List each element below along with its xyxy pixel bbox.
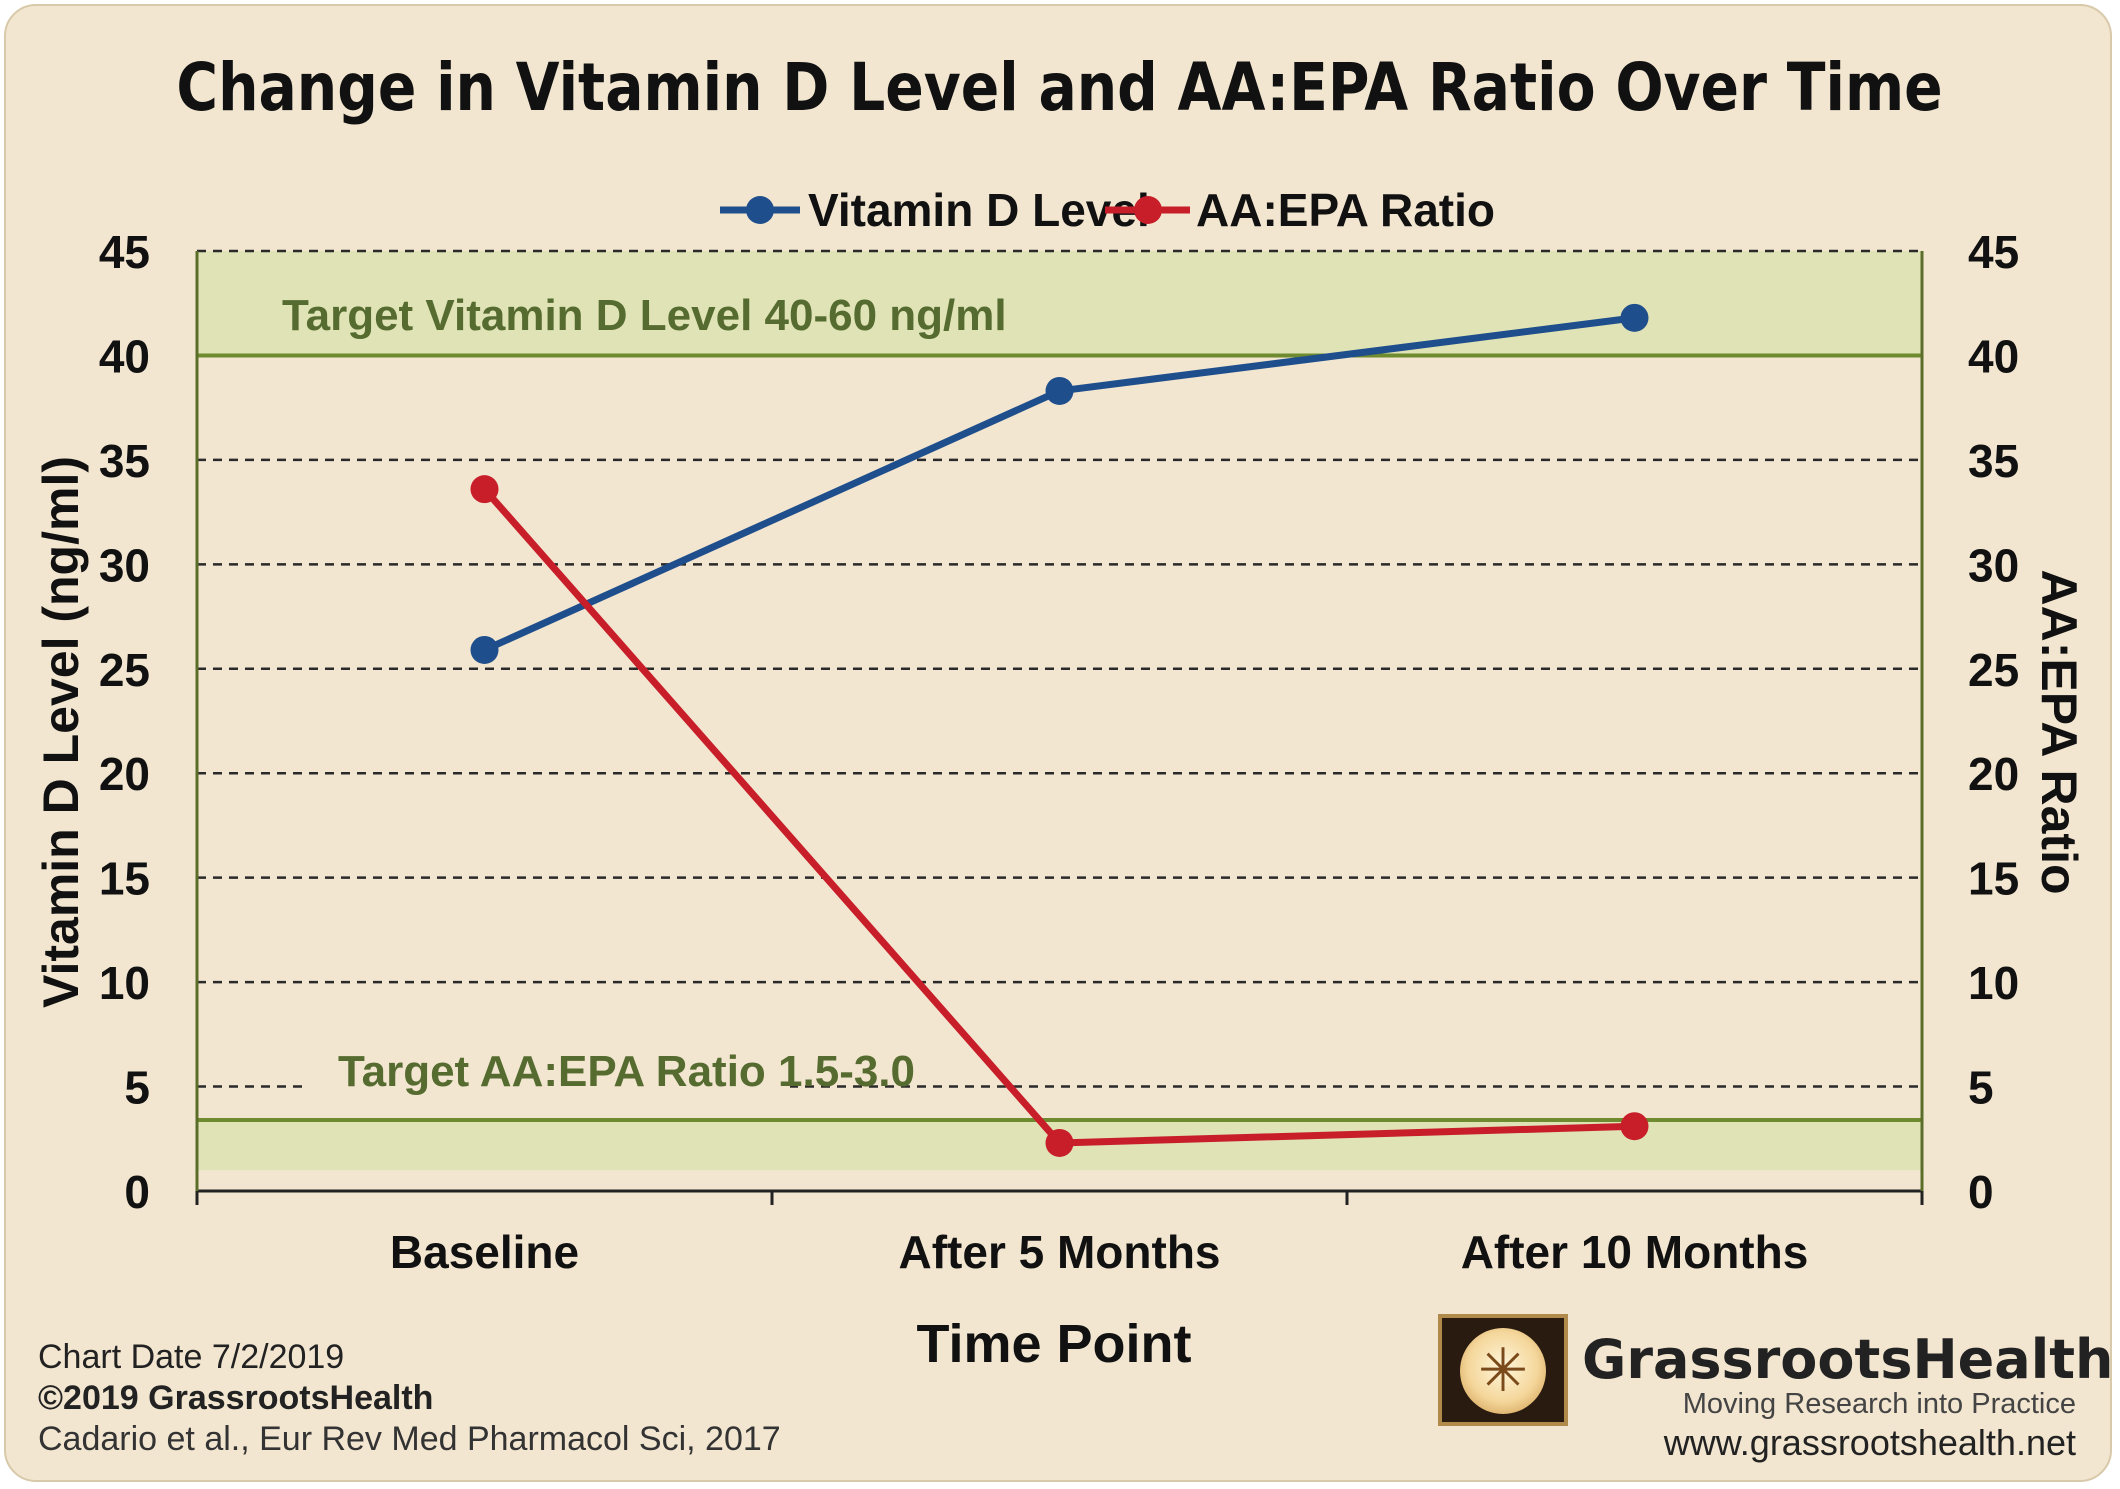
logo: ✳: [1438, 1314, 1568, 1426]
y-tick-label-right: 25: [1968, 644, 2019, 696]
citation: Cadario et al., Eur Rev Med Pharmacol Sc…: [38, 1420, 781, 1458]
data-point-1: [1620, 1112, 1649, 1141]
legend-marker-aa-epa: [1134, 196, 1162, 224]
y-tick-label-right: 35: [1968, 435, 2019, 487]
y-tick-label-right: 20: [1968, 748, 2019, 800]
chart-date: Chart Date 7/2/2019: [38, 1338, 345, 1376]
y-tick-label-left: 35: [99, 435, 150, 487]
data-point-1: [1045, 1128, 1074, 1157]
target-label-vitamin-d: Target Vitamin D Level 40-60 ng/ml: [282, 291, 1007, 340]
y-tick-label-left: 40: [99, 330, 150, 382]
legend-label-aa-epa: AA:EPA Ratio: [1196, 184, 1495, 236]
y-axis-right-label: AA:EPA Ratio: [2031, 570, 2087, 895]
chart-card: [4, 4, 2112, 1482]
chart-title: Change in Vitamin D Level and AA:EPA Rat…: [176, 49, 1942, 126]
y-tick-label-left: 20: [99, 748, 150, 800]
x-tick-label: After 10 Months: [1461, 1226, 1809, 1278]
y-tick-label-left: 10: [99, 957, 150, 1009]
target-label-aa-epa: Target AA:EPA Ratio 1.5-3.0: [338, 1047, 915, 1096]
series-line-0: [483, 314, 1635, 654]
y-tick-label-left: 0: [124, 1166, 150, 1218]
data-point-0: [1045, 376, 1074, 405]
data-point-1: [470, 475, 499, 504]
y-tick-label-right: 10: [1968, 957, 2019, 1009]
y-tick-label-right: 45: [1968, 226, 2019, 278]
target-band-0: [197, 251, 1922, 356]
y-tick-label-left: 45: [99, 226, 150, 278]
legend-marker-vitamin-d: [746, 196, 774, 224]
vitruvian-man-icon: ✳: [1460, 1328, 1546, 1414]
y-tick-label-left: 15: [99, 853, 150, 905]
y-tick-label-right: 40: [1968, 330, 2019, 382]
legend-label-vitamin-d: Vitamin D Level: [808, 184, 1150, 236]
y-tick-label-left: 25: [99, 644, 150, 696]
y-tick-label-left: 30: [99, 539, 150, 591]
y-tick-label-left: 5: [124, 1062, 150, 1114]
data-point-0: [470, 635, 499, 664]
plot-area: Target Vitamin D Level 40-60 ng/ml Target…: [99, 226, 2019, 1278]
y-tick-label-right: 15: [1968, 853, 2019, 905]
x-tick-label: After 5 Months: [899, 1226, 1221, 1278]
brand-name: GrassrootsHealth: [1582, 1328, 2114, 1391]
target-label-bg: [305, 1045, 790, 1093]
y-tick-label-right: 5: [1968, 1062, 1994, 1114]
copyright: ©2019 GrassrootsHealth: [38, 1379, 434, 1417]
brand-tagline: Moving Research into Practice: [1682, 1388, 2076, 1420]
y-tick-label-right: 0: [1968, 1166, 1994, 1218]
x-axis-label: Time Point: [916, 1314, 1191, 1374]
brand-url: www.grassrootshealth.net: [1663, 1422, 2076, 1463]
data-point-0: [1620, 303, 1649, 332]
y-axis-left-label: Vitamin D Level (ng/ml): [33, 456, 89, 1008]
x-tick-label: Baseline: [390, 1226, 579, 1278]
series-line-1: [481, 486, 1635, 1147]
y-tick-label-right: 30: [1968, 539, 2019, 591]
legend: Vitamin D Level AA:EPA Ratio: [720, 184, 1495, 236]
